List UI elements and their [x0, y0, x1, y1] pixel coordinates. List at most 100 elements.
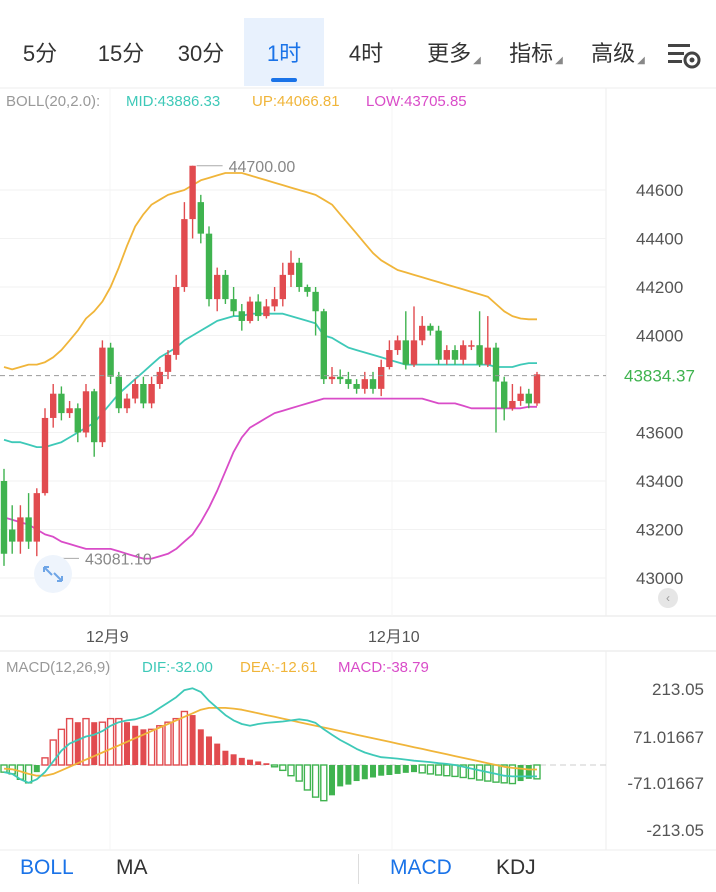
expand-arrows-icon [43, 566, 63, 582]
tab-label: 4时 [348, 41, 384, 66]
tab-label: 更多 [427, 41, 472, 66]
macd-histogram-bar [329, 765, 335, 796]
macd-histogram-bar [451, 764, 459, 778]
macd-histogram-bar [214, 743, 221, 765]
candle-body [74, 408, 81, 433]
candle-body [140, 384, 147, 404]
price-axis-label: 43000 [636, 569, 683, 588]
candle-body [410, 340, 418, 365]
price-axis-label: 44200 [636, 278, 683, 297]
candle-body [58, 393, 65, 414]
scroll-to-latest-button[interactable]: ‹ [658, 588, 678, 608]
macd-histogram-bar [303, 764, 312, 791]
macd-histogram-bar [164, 721, 172, 766]
indicator-tab-bar: BOLL MA MACD KDJ [0, 850, 716, 892]
macd-dif-line [3, 687, 537, 784]
candle-body [492, 347, 500, 382]
tab-label: 高级 [591, 41, 636, 66]
candle-body [50, 393, 57, 418]
tab-indicators[interactable]: 指标 ◢ [498, 18, 574, 86]
macd-histogram-bar [411, 765, 417, 773]
candle-body [312, 291, 319, 312]
macd-histogram-bar [533, 764, 541, 780]
macd-histogram-bar [361, 765, 368, 780]
macd-histogram-bar [418, 764, 426, 774]
tab-boll[interactable]: BOLL [20, 856, 74, 879]
tab-label: 指标 [509, 41, 554, 66]
candle-body [509, 400, 516, 409]
chart-settings-icon[interactable] [664, 40, 704, 70]
macd-legend-macd: MACD:-38.79 [338, 659, 429, 676]
candle-body [394, 340, 401, 351]
macd-histogram-bar [238, 757, 245, 765]
candle-body [296, 262, 303, 287]
tab-15min[interactable]: 15分 [86, 18, 156, 86]
candle-body [41, 417, 49, 494]
zoom-icon[interactable] [34, 555, 72, 593]
candle-body [238, 311, 245, 321]
macd-histogram-bar [353, 765, 360, 782]
candle-body [148, 384, 155, 404]
macd-histogram-bar [426, 764, 435, 775]
candle-body [132, 384, 139, 399]
tab-kdj[interactable]: KDJ [496, 856, 536, 879]
candle-body [66, 408, 73, 414]
macd-histogram-bar [378, 765, 385, 776]
tab-30min[interactable]: 30分 [166, 18, 236, 86]
macd-histogram-bar [255, 761, 262, 765]
current-price-box [612, 362, 712, 389]
macd-histogram-bar [222, 750, 229, 765]
tab-more[interactable]: 更多 ◢ [416, 18, 492, 86]
macd-histogram-bar [189, 715, 196, 765]
tab-label: 1时 [266, 41, 302, 66]
boll-upper-line [3, 172, 537, 371]
candle-body [328, 376, 336, 380]
macd-histogram-bar [508, 764, 517, 785]
current-price-label: 43834.37 [624, 367, 695, 386]
candle-body [435, 330, 442, 360]
macd-histogram-bar [525, 765, 532, 779]
price-axis-label: 44600 [636, 181, 683, 200]
macd-histogram-bar [320, 764, 328, 802]
macd-histogram-bar [386, 765, 393, 775]
candle-body [337, 376, 344, 380]
candle-body [476, 345, 483, 365]
macd-histogram-bar [263, 763, 270, 765]
macd-histogram-bar [230, 754, 237, 765]
candle-body [378, 367, 385, 389]
candle-body [369, 379, 377, 389]
candle-body [427, 325, 434, 331]
tab-ma[interactable]: MA [116, 856, 148, 879]
macd-axis-label: -213.05 [646, 821, 704, 840]
price-axis-label: 43200 [636, 521, 683, 540]
macd-legend-name: MACD(12,26,9) [6, 659, 110, 676]
macd-histogram-bar [394, 765, 401, 774]
tab-advanced[interactable]: 高级 ◢ [580, 18, 656, 86]
macd-histogram-bar [124, 722, 130, 765]
tab-5min[interactable]: 5分 [10, 18, 70, 86]
candle-body [263, 306, 270, 317]
candle-body [345, 379, 352, 384]
candle-body [107, 347, 114, 377]
low-price-marker: 43081.10 [85, 551, 152, 568]
candle-body [287, 262, 295, 275]
candle-body [164, 354, 172, 372]
high-price-marker: 44700.00 [229, 159, 296, 176]
macd-histogram-bar [132, 725, 139, 765]
candle-body [255, 301, 262, 317]
dropdown-triangle-icon: ◢ [473, 54, 481, 66]
tab-macd[interactable]: MACD [390, 856, 452, 879]
boll-legend-name: BOLL(20,2.0): [6, 93, 100, 110]
macd-histogram-bar [49, 739, 57, 766]
candle-body [246, 301, 254, 321]
boll-legend-up: UP:44066.81 [252, 93, 340, 110]
tab-1hour[interactable]: 1时 [244, 18, 324, 86]
candle-body [222, 274, 229, 300]
candle-body [361, 379, 368, 389]
candle-body [484, 347, 491, 365]
candle-body [0, 481, 8, 554]
price-axis-label: 43400 [636, 472, 683, 491]
candle-body [451, 350, 459, 360]
tab-4hour[interactable]: 4时 [334, 18, 398, 86]
